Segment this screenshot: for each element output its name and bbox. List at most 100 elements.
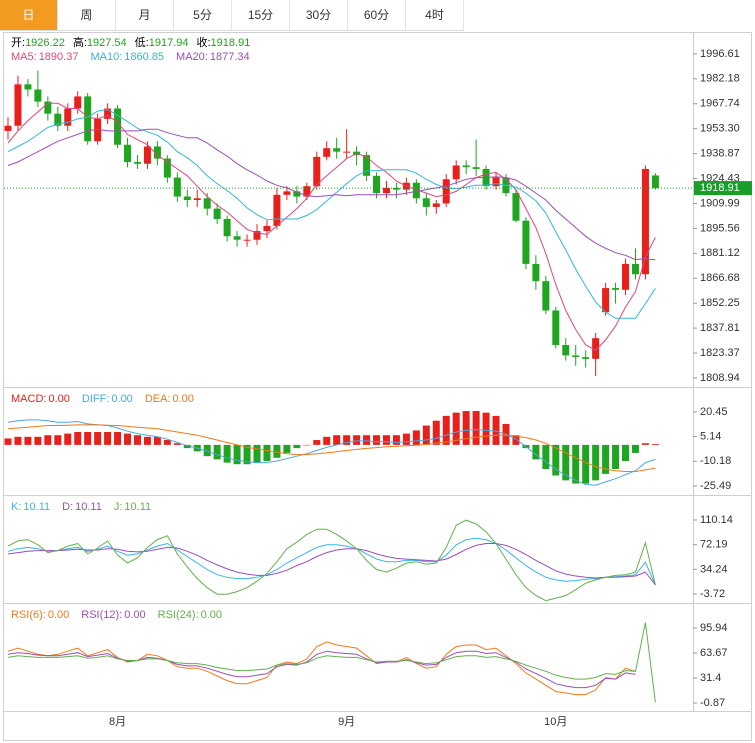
candle-body	[233, 236, 241, 240]
readout: MACD: 0.00 DIFF: 0.00 DEA: 0.00	[11, 392, 194, 406]
readout-label: 开	[11, 37, 22, 49]
readout-item: MA10: 1860.85	[90, 50, 164, 64]
candle-body	[14, 84, 22, 126]
candle-body	[223, 218, 231, 237]
readout-label: 低	[134, 37, 146, 49]
period-tab[interactable]: 4时	[406, 0, 464, 30]
period-tab[interactable]: 60分	[348, 0, 406, 30]
candle-body	[124, 144, 132, 163]
histogram-bar	[592, 444, 600, 481]
period-tabs: 日周月 5分 15分 30分 60分 4时	[0, 0, 464, 31]
candle-body	[641, 168, 649, 275]
candle-body	[153, 146, 161, 159]
readout-item: 高:1927.54	[73, 36, 127, 50]
readout: 开:1926.22 高:1927.54 低:1917.94 收:1918.91 MA5:…	[11, 36, 250, 64]
histogram-bar	[412, 430, 420, 445]
candle-body	[492, 177, 500, 187]
readout-separator: :	[33, 51, 37, 63]
indicator-line	[7, 419, 656, 486]
period-tab[interactable]: 5分	[174, 0, 232, 30]
histogram-bar	[532, 444, 540, 460]
readout-value: 1860.85	[124, 51, 165, 63]
histogram-bar	[353, 435, 361, 445]
histogram-bar	[631, 444, 639, 453]
candle-body	[4, 125, 12, 131]
y-tick-label: -0.87	[700, 697, 725, 709]
readout-label: 高	[72, 37, 84, 49]
histogram-bar	[422, 425, 430, 445]
readout-value: 0.00	[111, 393, 133, 405]
y-tick-label: 110.14	[700, 514, 733, 526]
indicator-line	[7, 622, 656, 703]
y-tick-label: 1909.99	[700, 197, 740, 209]
candle-body	[392, 187, 400, 190]
histogram-bar	[622, 444, 630, 461]
y-tick-label: 5.14	[700, 431, 721, 443]
indicator-line	[7, 537, 656, 586]
x-tick-label: 8月	[109, 716, 126, 728]
period-tab[interactable]: 日	[0, 0, 58, 30]
readout-value: 0.00	[172, 393, 194, 405]
candle-body	[373, 175, 381, 194]
frame	[3, 32, 752, 741]
histogram-bar	[612, 444, 620, 470]
histogram-bar	[213, 444, 221, 460]
candle-body	[133, 162, 141, 164]
histogram-bar	[84, 431, 92, 445]
histogram-bar	[442, 415, 450, 445]
histogram-bar	[402, 433, 410, 445]
candle-body	[651, 175, 659, 189]
indicator-line	[7, 128, 656, 261]
candle-body	[193, 198, 201, 201]
readout-item: DEA: 0.00	[145, 392, 194, 406]
candle-body	[572, 355, 580, 358]
histogram-bar	[263, 444, 271, 461]
candle-body	[462, 165, 470, 168]
candle-body	[44, 101, 52, 114]
histogram-bar	[143, 436, 151, 445]
readout-value: 10.11	[75, 501, 102, 513]
candle-body	[612, 288, 620, 290]
readout-value: 1926.22	[25, 37, 65, 49]
readout-label: RSI(6)	[11, 609, 43, 621]
readout-separator: :	[195, 609, 199, 621]
readout-value: 1890.37	[38, 51, 79, 63]
readout-label: MA10	[90, 51, 120, 63]
candle-body	[203, 198, 211, 209]
candle-body	[562, 345, 570, 356]
histogram-bar	[313, 440, 321, 445]
candle-body	[542, 281, 550, 311]
y-tick-label: 1837.81	[700, 322, 740, 334]
readout-row: MA5: 1890.37 MA10: 1860.85 MA20: 1877.34	[11, 50, 250, 64]
histogram-bar	[343, 435, 351, 445]
readout-separator: :	[145, 37, 149, 49]
readout-item: RSI(6): 0.00	[11, 608, 69, 622]
period-tab[interactable]: 30分	[290, 0, 348, 30]
candle-body	[74, 96, 82, 109]
histogram-bar	[472, 411, 480, 445]
histogram-bar	[582, 444, 590, 484]
histogram-bar	[293, 444, 301, 449]
candle-body	[24, 84, 32, 90]
histogram-bar	[223, 444, 231, 463]
period-tab[interactable]: 周	[58, 0, 116, 30]
readout-item: RSI(24): 0.00	[158, 608, 222, 622]
readout-item: 低:1917.94	[135, 36, 189, 50]
period-tab[interactable]: 月	[116, 0, 174, 30]
candle-body	[343, 151, 351, 153]
candle-body	[442, 179, 450, 204]
readout-label: K	[11, 501, 19, 513]
period-tab[interactable]: 15分	[232, 0, 290, 30]
readout-label: MA20	[176, 51, 205, 63]
candle-body	[333, 148, 341, 152]
histogram-bar	[203, 444, 211, 457]
y-tick-label: 1808.94	[700, 372, 740, 384]
histogram-bar	[333, 435, 341, 445]
histogram-bar	[303, 444, 311, 446]
candle-body	[213, 208, 221, 219]
candle-body	[273, 194, 281, 226]
histogram-bar	[114, 431, 122, 445]
candle-body	[512, 193, 520, 221]
histogram-bar	[64, 433, 72, 445]
